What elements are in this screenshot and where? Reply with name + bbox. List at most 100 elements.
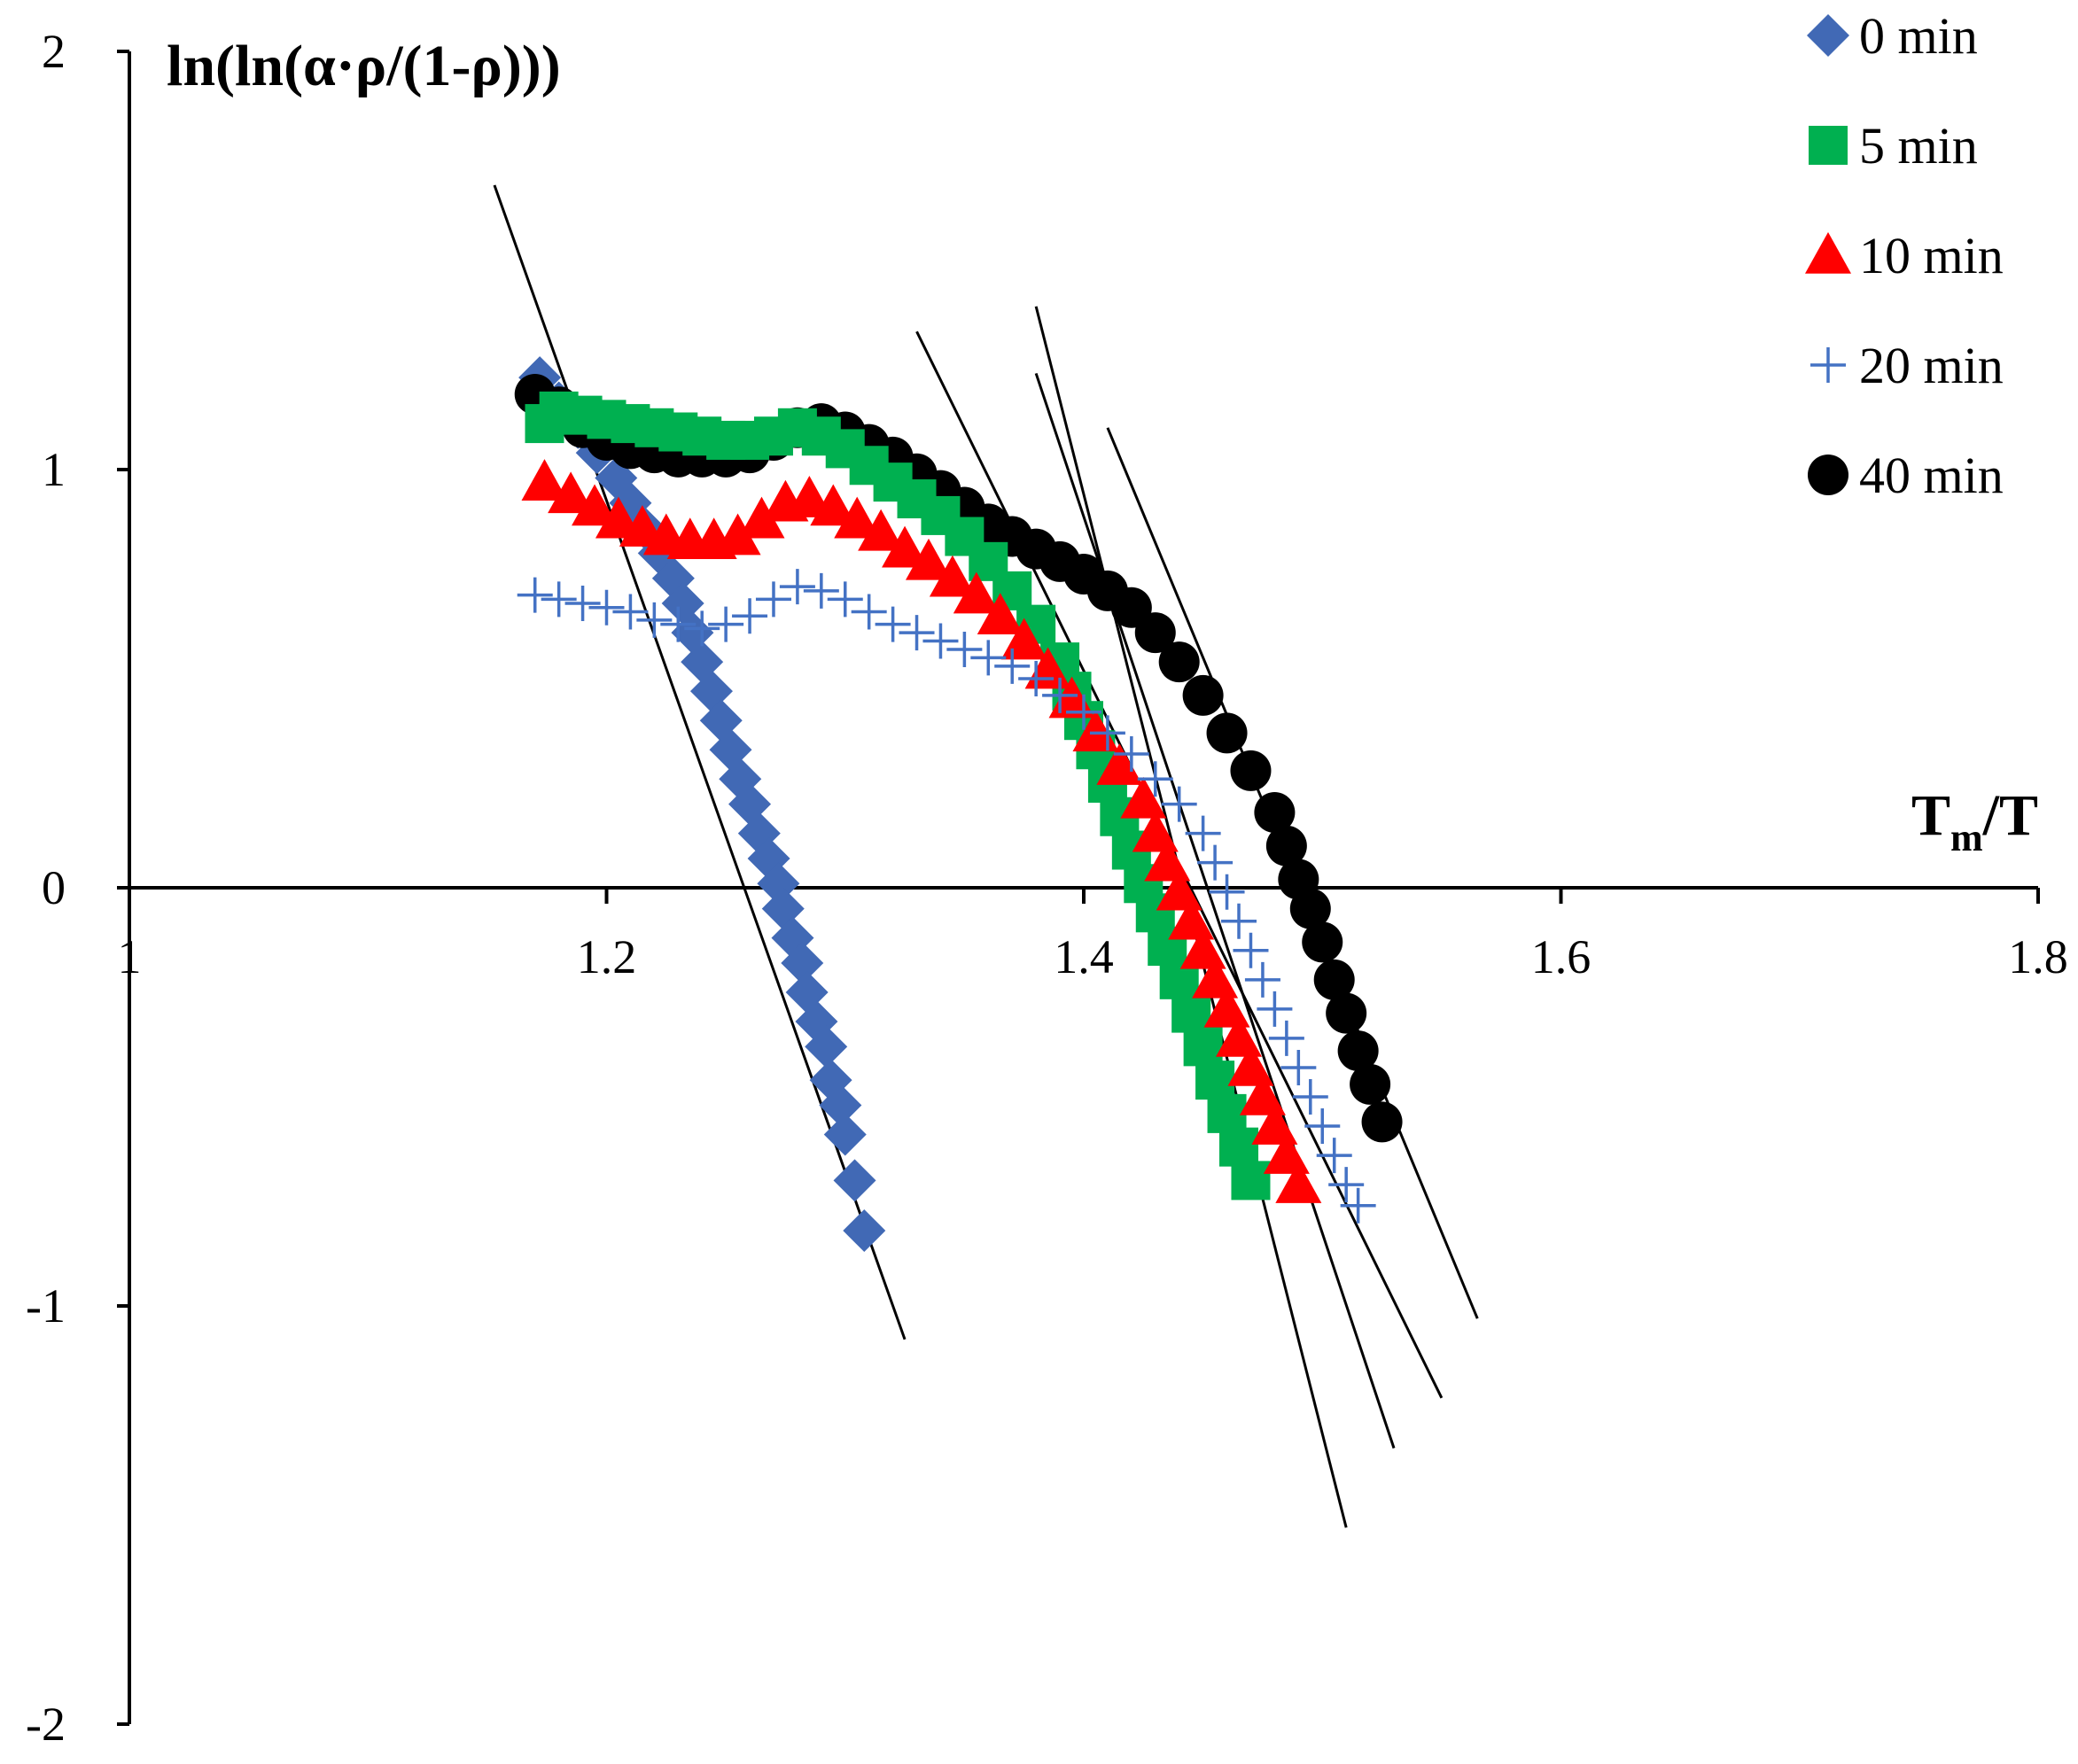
- data-point: [843, 1209, 886, 1253]
- data-point: [1197, 844, 1234, 881]
- data-point: [858, 509, 905, 551]
- data-point: [738, 496, 785, 539]
- data-point: [1221, 903, 1257, 939]
- data-point: [1042, 677, 1078, 713]
- data-point: [833, 1159, 876, 1202]
- data-point: [1350, 1063, 1391, 1105]
- data-point: [1018, 661, 1055, 696]
- data-point: [684, 610, 720, 647]
- data-point: [541, 581, 577, 618]
- data-point: [1230, 750, 1272, 791]
- y-tick-label: -2: [26, 1698, 66, 1751]
- legend-marker: [1805, 232, 1851, 274]
- data-point: [1302, 921, 1343, 963]
- data-point: [899, 615, 935, 651]
- legend-marker: [1807, 14, 1849, 57]
- x-tick-label: 1: [118, 930, 142, 983]
- data-point: [548, 471, 595, 514]
- data-point: [875, 606, 911, 642]
- data-point: [1207, 1093, 1247, 1133]
- data-point: [1289, 888, 1331, 929]
- data-point: [755, 581, 791, 618]
- data-point: [1120, 776, 1167, 819]
- data-point: [1340, 1187, 1376, 1224]
- legend-label: 20 min: [1859, 337, 2004, 394]
- data-point: [977, 593, 1023, 634]
- data-point: [922, 623, 959, 659]
- legend-label: 0 min: [1859, 7, 1978, 65]
- data-point: [1268, 1020, 1304, 1056]
- data-point: [827, 581, 863, 618]
- data-point: [1280, 1049, 1317, 1085]
- x-tick-label: 1.8: [2008, 930, 2068, 983]
- data-point: [1183, 1027, 1223, 1067]
- data-point: [1361, 1101, 1403, 1143]
- legend-item: 40 min: [1808, 447, 2004, 504]
- data-point: [1275, 1162, 1322, 1203]
- data-point: [1257, 991, 1293, 1027]
- data-point: [1244, 961, 1280, 998]
- series-10-min: [521, 459, 1322, 1203]
- data-point: [803, 572, 839, 609]
- x-tick-label: 1.4: [1054, 930, 1114, 983]
- data-point: [1231, 1161, 1271, 1201]
- data-point: [1313, 959, 1355, 1000]
- legend-marker: [1809, 126, 1848, 165]
- data-point: [851, 594, 887, 630]
- data-point: [779, 569, 815, 605]
- data-point: [946, 631, 983, 667]
- data-point: [714, 513, 761, 556]
- data-point: [805, 1025, 848, 1069]
- x-axis-title-sub: m: [1950, 816, 1983, 859]
- x-axis-title-main: T: [1911, 783, 1950, 848]
- data-point: [1182, 674, 1224, 716]
- legend-label: 5 min: [1859, 117, 1978, 175]
- y-axis-title: ln(ln(α·ρ/(1-ρ))): [167, 34, 561, 98]
- data-point: [929, 555, 976, 597]
- data-point: [1096, 743, 1143, 785]
- y-tick-label: 0: [42, 861, 66, 914]
- data-point: [1137, 761, 1173, 797]
- data-point: [1316, 1138, 1352, 1174]
- data-point: [1066, 694, 1101, 730]
- data-point: [588, 589, 625, 626]
- data-point: [572, 484, 619, 526]
- data-point: [564, 586, 601, 622]
- data-point: [612, 594, 649, 630]
- fit-line: [1034, 372, 1396, 1449]
- data-point: [882, 525, 929, 568]
- data-point: [953, 571, 1000, 614]
- data-point: [1113, 735, 1149, 772]
- series-layer: [514, 356, 1403, 1253]
- data-point: [781, 941, 824, 984]
- y-tick-label: 1: [42, 443, 66, 496]
- data-point: [994, 648, 1031, 684]
- data-point: [810, 484, 857, 526]
- data-point: [660, 606, 697, 642]
- x-axis-title-tail: /T: [1982, 783, 2038, 848]
- fit-line: [493, 184, 907, 1340]
- y-tick-label: -1: [26, 1279, 66, 1333]
- y-tick-label: 2: [42, 25, 66, 78]
- data-point: [1328, 1167, 1365, 1203]
- data-point: [823, 1113, 867, 1156]
- legend-item: 5 min: [1809, 117, 1978, 175]
- data-point: [1206, 712, 1248, 754]
- data-point: [521, 459, 568, 501]
- data-point: [819, 1084, 862, 1127]
- legend-marker: [1810, 347, 1846, 383]
- x-tick-label: 1.2: [577, 930, 637, 983]
- legend-item: 20 min: [1810, 337, 2004, 394]
- data-point: [1195, 1061, 1235, 1100]
- data-point: [1185, 815, 1221, 851]
- data-point: [1171, 993, 1211, 1033]
- data-point: [970, 640, 1007, 676]
- data-point: [636, 602, 673, 638]
- data-point: [1254, 792, 1296, 834]
- series-40-min: [514, 374, 1403, 1143]
- data-point: [1158, 641, 1200, 683]
- data-point: [1233, 932, 1269, 968]
- data-point: [1337, 1030, 1379, 1072]
